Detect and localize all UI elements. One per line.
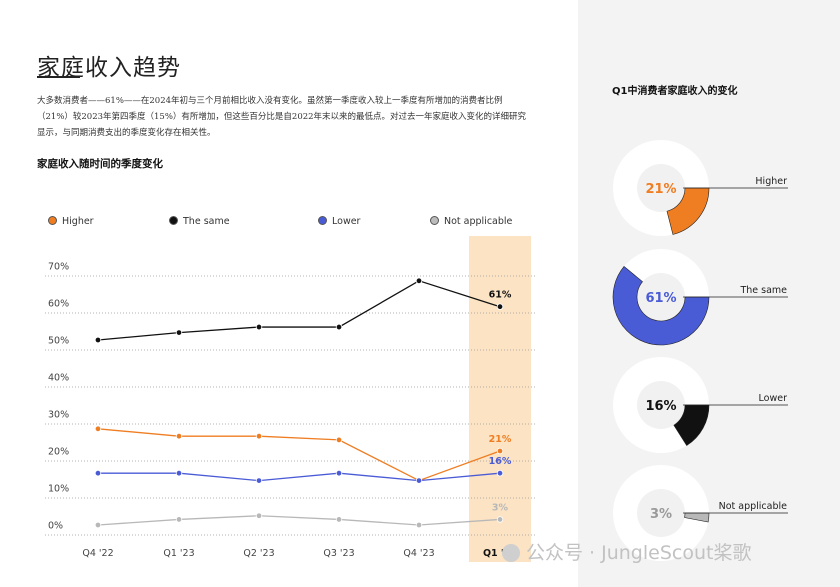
data-point-the-same: [335, 323, 343, 331]
data-point-lower: [415, 477, 423, 484]
donut-value-higher: 21%: [645, 182, 676, 197]
donut-label-not-applicable: Not applicable: [719, 501, 788, 512]
legend-label-na: Not applicable: [444, 216, 513, 227]
y-tick-label: 40%: [48, 373, 69, 384]
data-point-higher: [255, 433, 263, 440]
legend-item-same: The same: [169, 216, 230, 227]
data-point-not-applicable: [175, 516, 183, 523]
series-line-higher: [97, 428, 501, 482]
y-tick-label: 60%: [48, 299, 69, 310]
chart-legend: Higher The same Lower Not applicable: [48, 216, 528, 230]
data-point-the-same: [255, 323, 263, 331]
watermark: 公众号 · JungleScout桨歌: [502, 538, 751, 565]
x-tick-label: Q3 '23: [323, 548, 354, 559]
data-label-lower: 16%: [489, 456, 512, 467]
data-point-higher: [335, 436, 343, 444]
data-point-the-same: [94, 336, 102, 344]
donut-not-applicable: 3% Not applicable: [613, 465, 788, 561]
data-point-not-applicable: [255, 512, 263, 519]
y-tick-label: 10%: [48, 484, 69, 495]
donut-lower: 16% Lower: [613, 357, 788, 453]
x-tick-label: Q1 '24: [483, 548, 518, 559]
donut-label-lower: Lower: [759, 393, 788, 404]
donut-label-the-same: The same: [739, 285, 787, 296]
wechat-icon: [502, 544, 520, 562]
legend-item-lower: Lower: [318, 216, 360, 227]
legend-item-na: Not applicable: [430, 216, 512, 227]
data-point-not-applicable: [94, 521, 102, 529]
donut-slice-higher: [666, 187, 710, 235]
y-tick-label: 20%: [48, 447, 69, 458]
data-point-higher: [175, 433, 183, 440]
data-label-higher: 21%: [489, 434, 512, 445]
data-point-not-applicable: [415, 521, 423, 529]
x-tick-label: Q2 '23: [243, 548, 274, 559]
legend-dot-same: [169, 216, 178, 225]
data-point-lower: [335, 470, 343, 477]
donut-label-higher: Higher: [755, 176, 787, 187]
donut-value-lower: 16%: [645, 399, 676, 414]
chart-title: 家庭收入随时间的季度变化: [37, 158, 163, 170]
donut-panel-title: Q1中消费者家庭收入的变化: [612, 86, 738, 97]
intro-paragraph: 大多数消费者——61%——在2024年初与三个月前相比收入没有变化。虽然第一季度…: [37, 96, 527, 138]
donut-higher: 21% Higher: [613, 140, 788, 236]
data-point-lower: [496, 470, 504, 477]
series-line-lower: [98, 472, 501, 482]
data-point-lower: [255, 477, 263, 484]
data-label-not-applicable: 3%: [492, 502, 509, 513]
donut-value-not-applicable: 3%: [650, 507, 672, 522]
y-tick-label: 50%: [48, 336, 69, 347]
x-tick-label: Q1 '23: [163, 548, 194, 559]
data-point-lower: [175, 470, 183, 477]
data-point-not-applicable: [335, 516, 343, 523]
watermark-text: 公众号 · JungleScout桨歌: [526, 542, 752, 564]
series-line-not-applicable: [97, 515, 501, 526]
data-point-higher: [94, 425, 102, 432]
data-point-the-same: [175, 329, 183, 336]
legend-dot-na: [430, 216, 439, 225]
legend-label-same: The same: [183, 216, 230, 227]
legend-dot-lower: [318, 216, 327, 225]
y-tick-label: 70%: [48, 262, 69, 273]
donut-hole: [637, 381, 685, 429]
legend-item-higher: Higher: [48, 216, 94, 227]
data-point-not-applicable: [496, 516, 504, 523]
donut-the-same: 61% The same: [612, 249, 788, 346]
x-tick-label: Q4 '23: [403, 548, 434, 559]
donut-value-the-same: 61%: [645, 291, 676, 306]
legend-label-higher: Higher: [62, 216, 94, 227]
data-point-the-same: [415, 277, 423, 284]
y-tick-label: 0%: [48, 521, 63, 532]
x-tick-label: Q4 '22: [82, 548, 113, 559]
legend-dot-higher: [48, 216, 57, 225]
y-tick-label: 30%: [48, 410, 69, 421]
title-underline: [37, 76, 80, 78]
data-point-the-same: [496, 303, 504, 310]
donut-slice-lower: [673, 404, 710, 446]
data-point-higher: [496, 447, 504, 455]
highlight-column: [469, 236, 531, 562]
donut-hole: [637, 489, 685, 537]
donut-hole: [637, 164, 685, 212]
donut-hole: [637, 273, 685, 321]
donut-slice-the-same: [612, 265, 710, 346]
data-label-the-same: 61%: [489, 290, 512, 301]
legend-label-lower: Lower: [332, 216, 361, 227]
data-point-lower: [94, 470, 102, 477]
series-line-the-same: [97, 280, 501, 341]
